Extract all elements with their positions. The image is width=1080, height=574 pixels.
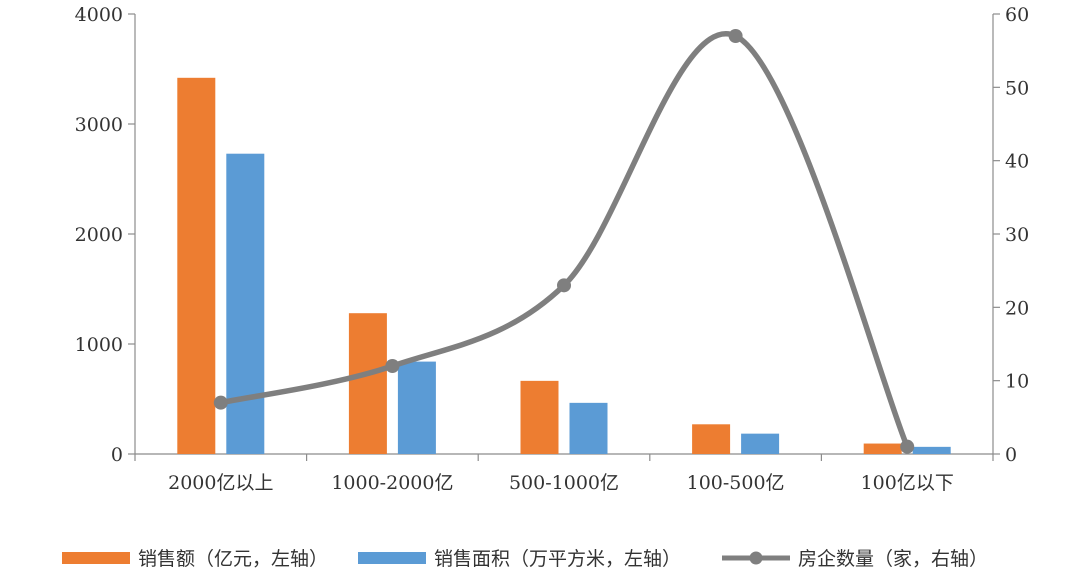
bar — [348, 313, 387, 454]
y-right-tick-label: 50 — [1005, 77, 1029, 99]
bar — [397, 361, 436, 454]
legend: 销售额（亿元，左轴） 销售面积（万平方米，左轴） 房企数量（家，右轴） — [62, 548, 988, 570]
line-series — [213, 29, 915, 454]
y-left-tick-label: 3000 — [75, 114, 123, 136]
bar — [226, 153, 265, 454]
legend-label: 销售额（亿元，左轴） — [138, 548, 328, 570]
y-right-tick-label: 0 — [1005, 444, 1017, 466]
line-point — [213, 395, 228, 410]
y-left-tick-label: 1000 — [75, 334, 123, 356]
y-right-tick-label: 30 — [1005, 224, 1029, 246]
y-right-tick-label: 40 — [1005, 151, 1029, 173]
bar — [863, 443, 902, 454]
y-left-tick-label: 0 — [111, 444, 123, 466]
line-point — [900, 439, 915, 454]
legend-swatch — [62, 552, 130, 564]
line-point — [385, 359, 400, 373]
line-point — [728, 29, 743, 43]
x-tick-label: 100-500亿 — [687, 472, 785, 494]
y-right-tick-label: 60 — [1005, 4, 1029, 26]
bar — [569, 402, 608, 454]
legend-swatch — [358, 552, 426, 564]
line-point — [557, 278, 571, 293]
x-tick-label: 100亿以下 — [861, 472, 954, 494]
bar — [177, 77, 216, 455]
bars — [177, 77, 951, 455]
x-tick-label: 1000-2000亿 — [331, 472, 453, 494]
x-tick-label: 2000亿以上 — [168, 472, 273, 494]
bar — [741, 433, 780, 454]
legend-label: 房企数量（家，右轴） — [798, 548, 988, 570]
line-series-path — [218, 31, 910, 450]
legend-label: 销售面积（万平方米，左轴） — [434, 548, 681, 570]
x-tick-label: 500-1000亿 — [509, 472, 619, 494]
y-right-tick-label: 10 — [1005, 371, 1029, 393]
y-right-tick-label: 20 — [1005, 297, 1029, 319]
bar — [912, 446, 951, 454]
y-left-tick-label: 4000 — [75, 4, 123, 26]
y-left-tick-label: 2000 — [75, 224, 123, 246]
bar — [520, 380, 559, 454]
bar — [692, 424, 731, 454]
legend-marker — [749, 551, 763, 565]
axes: 0 1000 2000 3000 4000 0 10 20 30 40 50 60 2000亿以上 100… — [75, 4, 1030, 494]
